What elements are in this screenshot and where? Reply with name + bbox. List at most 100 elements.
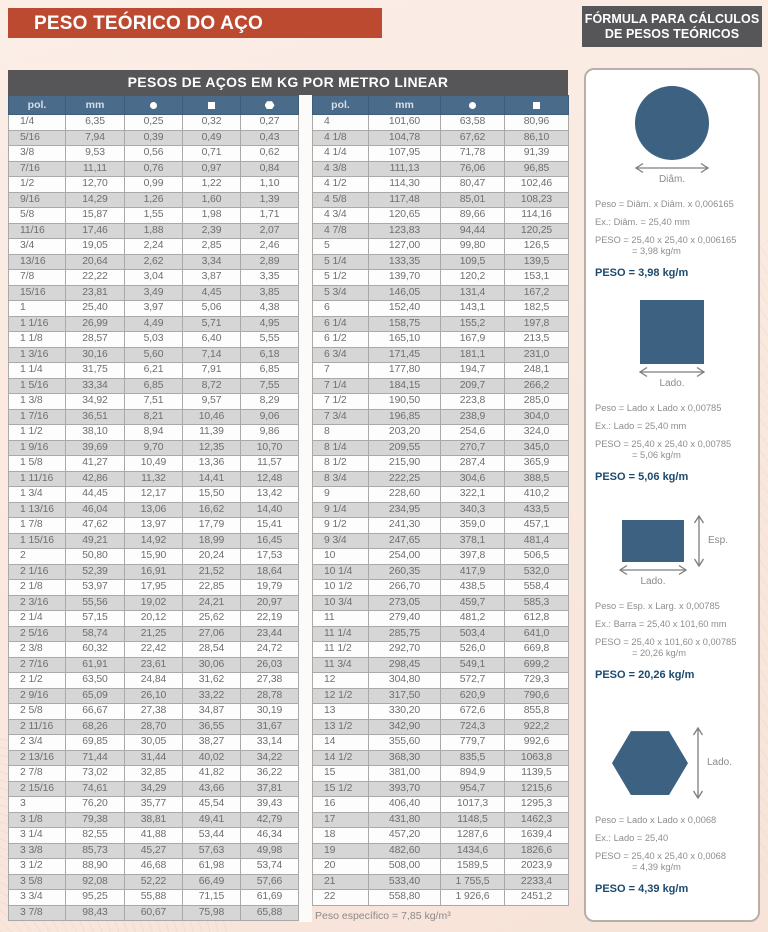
table-cell: 4,49	[124, 315, 183, 332]
table-gap	[299, 95, 312, 922]
table-cell: 223,8	[440, 393, 505, 410]
table-cell: 22,42	[124, 641, 183, 658]
table-cell: 1639,4	[504, 827, 569, 844]
example-line: Ex.: Barra = 25,40 x 101,60 mm	[595, 618, 727, 629]
table-cell: 31,75	[65, 362, 125, 379]
table-row: 6 3/4 171,45 181,1 231,0	[312, 346, 569, 363]
table-cell: 60,32	[65, 641, 125, 658]
table-cell: 11,39	[182, 424, 241, 441]
table-row: 3/4 19,05 2,24 2,85 2,46	[8, 238, 299, 255]
cell-pol: 10 1/2	[312, 579, 369, 596]
table-cell: 779,7	[440, 734, 505, 751]
table-row: 16 406,40 1017,3 1295,3	[312, 796, 569, 813]
table-row: 4 3/8 111,13 76,06 96,85	[312, 160, 569, 177]
table-row: 21 533,40 1 755,5 2233,4	[312, 873, 569, 890]
specific-weight-note: Peso específico = 7,85 kg/m³	[315, 909, 451, 922]
table-cell: 104,78	[368, 129, 441, 146]
table-cell: 855,8	[504, 703, 569, 720]
table-cell: 388,5	[504, 470, 569, 487]
table-row: 1/4 6,35 0,25 0,32 0,27	[8, 114, 299, 131]
table-cell: 6,35	[65, 114, 125, 131]
table-cell: 10,46	[182, 408, 241, 425]
table-cell: 9,53	[65, 145, 125, 162]
table-cell: 43,66	[182, 780, 241, 797]
table-row: 4 7/8 123,83 94,44 120,25	[312, 222, 569, 239]
cell-pol: 3/4	[8, 238, 66, 255]
table-row: 7 177,80 194,7 248,1	[312, 362, 569, 379]
table-cell: 340,3	[440, 501, 505, 518]
table-cell: 9,57	[182, 393, 241, 410]
table-cell: 30,16	[65, 346, 125, 363]
table-cell: 14,41	[182, 470, 241, 487]
table-cell: 365,9	[504, 455, 569, 472]
table-cell: 0,32	[182, 114, 241, 131]
page-title: PESO TEÓRICO DO AÇO	[8, 8, 382, 38]
table-row: 10 254,00 397,8 506,5	[312, 548, 569, 565]
width-arrow-icon	[618, 565, 688, 576]
cell-pol: 5	[312, 238, 369, 255]
cell-pol: 11	[312, 610, 369, 627]
hex-bar-shape	[611, 731, 688, 796]
cell-pol: 2 3/16	[8, 594, 66, 611]
table-cell: 23,44	[240, 625, 299, 642]
dimension-label: Lado.	[706, 757, 733, 769]
table-cell: 11,32	[124, 470, 183, 487]
table-cell: 31,44	[124, 749, 183, 766]
table-cell: 46,34	[240, 827, 299, 844]
table-cell: 13,06	[124, 501, 183, 518]
cell-pol: 7 3/4	[312, 408, 369, 425]
table-row: 1 3/4 44,45 12,17 15,50 13,42	[8, 486, 299, 503]
hexagon-icon	[264, 101, 275, 110]
table-row: 13 1/2 342,90 724,3 922,2	[312, 718, 569, 735]
table-cell: 1295,3	[504, 796, 569, 813]
cell-pol: 12	[312, 672, 369, 689]
formula-section-hexagon: Lado. Peso = Lado x Lado x 0,0068 Ex.: Lad…	[595, 705, 749, 914]
formula-panel: Diâm. Peso = Diâm. x Diâm. x 0,006165 Ex.:…	[584, 68, 760, 922]
table-cell: 345,0	[504, 439, 569, 456]
table-cell: 76,20	[65, 796, 125, 813]
cell-pol: 19	[312, 842, 369, 859]
table-cell: 1,22	[182, 176, 241, 193]
table-cell: 8,29	[240, 393, 299, 410]
table-cell: 406,40	[368, 796, 441, 813]
cell-pol: 13 1/2	[312, 718, 369, 735]
table-row: 2 50,80 15,90 20,24 17,53	[8, 548, 299, 565]
table-cell: 42,79	[240, 811, 299, 828]
table-cell: 26,10	[124, 687, 183, 704]
table-cell: 13,97	[124, 517, 183, 534]
formula-panel-title-line2: DE PESOS TEÓRICOS	[604, 26, 740, 41]
table-cell: 1434,6	[440, 842, 505, 859]
table-cell: 53,97	[65, 579, 125, 596]
table-cell: 38,10	[65, 424, 125, 441]
table-cell: 71,44	[65, 749, 125, 766]
table-row: 2 1/8 53,97 17,95 22,85 19,79	[8, 579, 299, 596]
cell-pol: 1 5/16	[8, 377, 66, 394]
table-cell: 14,29	[65, 191, 125, 208]
table-cell: 19,02	[124, 594, 183, 611]
table-cell: 790,6	[504, 687, 569, 704]
cell-pol: 7/8	[8, 269, 66, 286]
example-line: Ex.: Lado = 25,40	[595, 832, 669, 843]
table-row: 19 482,60 1434,6 1826,6	[312, 842, 569, 859]
cell-pol: 6 1/4	[312, 315, 369, 332]
cell-pol: 1 7/8	[8, 517, 66, 534]
cell-pol: 5 1/2	[312, 269, 369, 286]
table-cell: 36,22	[240, 765, 299, 782]
table-title: PESOS DE AÇOS EM KG POR METRO LINEAR	[8, 70, 568, 95]
cell-pol: 2	[8, 548, 66, 565]
cell-pol: 3 3/4	[8, 889, 66, 906]
table-cell: 39,69	[65, 439, 125, 456]
table-cell: 3,97	[124, 300, 183, 317]
table-row: 3 1/4 82,55 41,88 53,44 46,34	[8, 827, 299, 844]
table-row: 1 15/16 49,21 14,92 18,99 16,45	[8, 532, 299, 549]
table-cell: 17,53	[240, 548, 299, 565]
table-cell: 304,0	[504, 408, 569, 425]
table-cell: 381,00	[368, 765, 441, 782]
cell-pol: 13	[312, 703, 369, 720]
table-cell: 28,78	[240, 687, 299, 704]
table-cell: 42,86	[65, 470, 125, 487]
table-cell: 41,27	[65, 455, 125, 472]
table-row: 18 457,20 1287,6 1639,4	[312, 827, 569, 844]
cell-pol: 10 1/4	[312, 563, 369, 580]
